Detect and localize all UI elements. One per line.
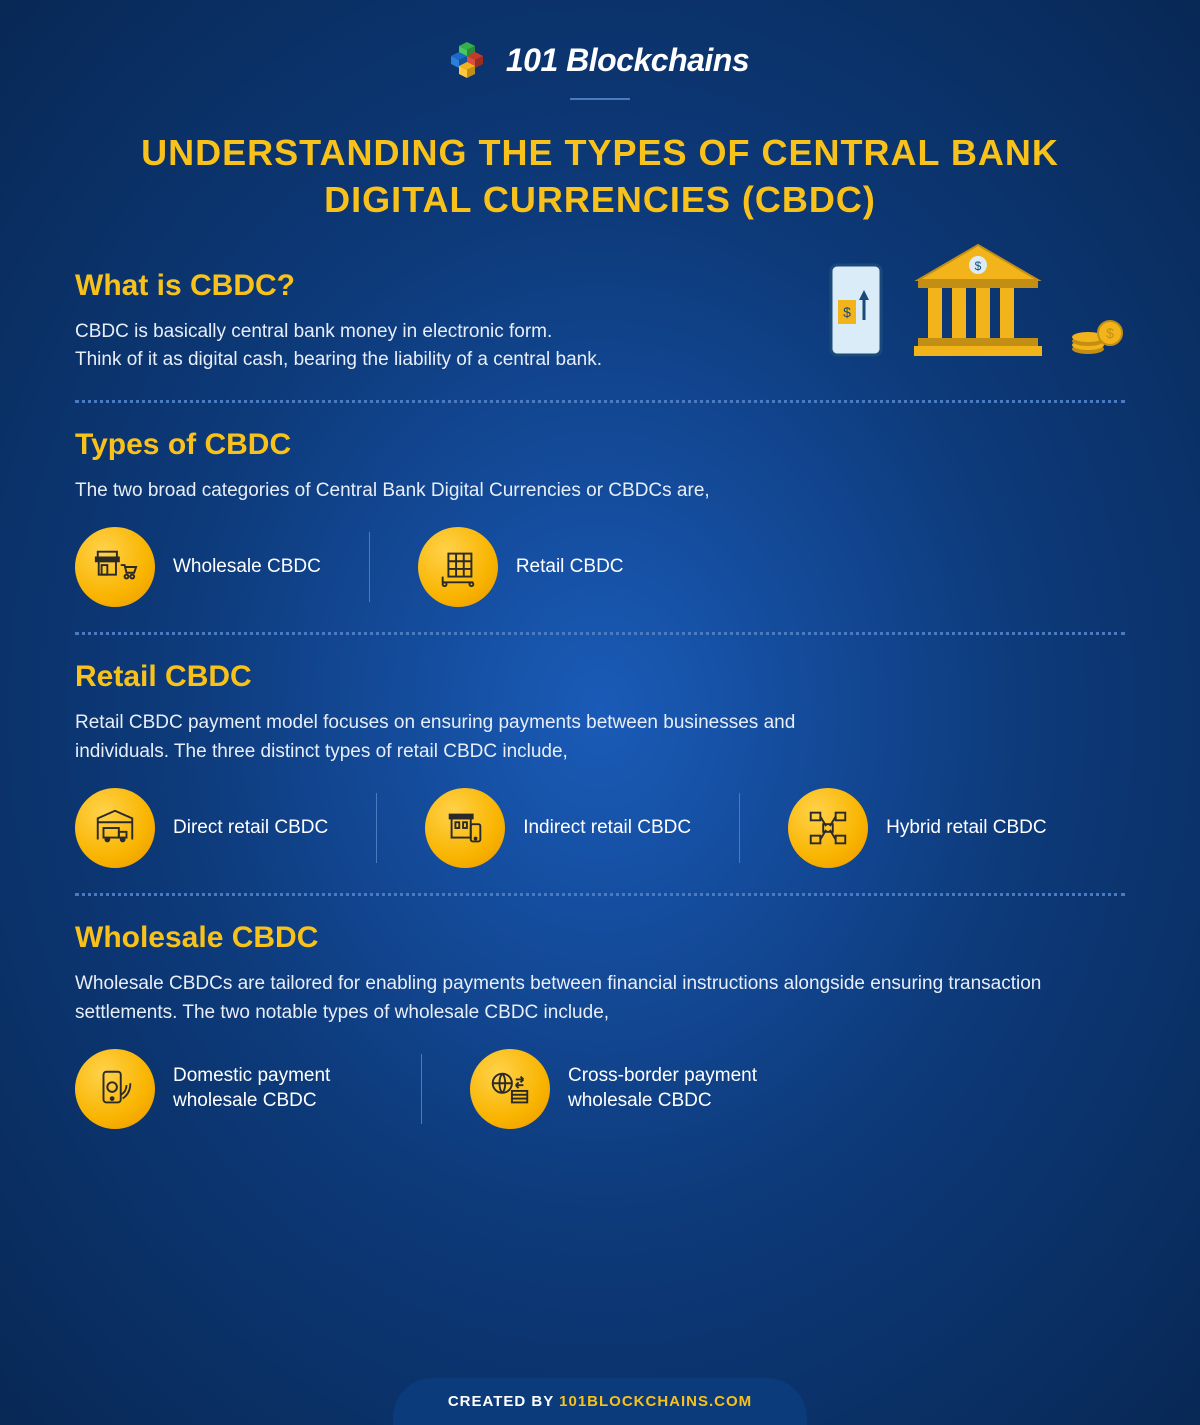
section-body-wholesale: Wholesale CBDCs are tailored for enablin…: [75, 970, 1075, 1027]
type-label: Wholesale CBDC: [173, 555, 321, 580]
item-divider: [369, 532, 370, 602]
footer-prefix: CREATED BY: [448, 1393, 559, 1410]
item-divider: [739, 793, 740, 863]
section-types: Types of CBDC The two broad categories o…: [75, 428, 1125, 608]
warehouse-shelf-icon: [418, 527, 498, 607]
bank-icon: $: [908, 240, 1048, 360]
svg-text:$: $: [975, 259, 982, 273]
divider: [75, 632, 1125, 635]
garage-truck-icon: [75, 788, 155, 868]
svg-text:$: $: [843, 304, 851, 320]
type-item: Retail CBDC: [418, 527, 624, 607]
section-heading-types: Types of CBDC: [75, 428, 1125, 462]
item-divider: [376, 793, 377, 863]
wholesale-item: Cross-border payment wholesale CBDC: [470, 1049, 768, 1129]
section-retail: Retail CBDC Retail CBDC payment model fo…: [75, 660, 1125, 868]
section-body-retail: Retail CBDC payment model focuses on ens…: [75, 709, 835, 766]
footer-site: 101BLOCKCHAINS.COM: [559, 1393, 752, 1410]
section-body-what-1: CBDC is basically central bank money in …: [75, 318, 875, 347]
section-wholesale: Wholesale CBDC Wholesale CBDCs are tailo…: [75, 921, 1125, 1129]
section-body-types: The two broad categories of Central Bank…: [75, 477, 875, 506]
retail-item: Direct retail CBDC: [75, 788, 328, 868]
retail-label: Hybrid retail CBDC: [886, 816, 1046, 841]
divider: [75, 893, 1125, 896]
wholesale-item: Domestic payment wholesale CBDC: [75, 1049, 373, 1129]
retail-items: Direct retail CBDC Indirect retail CBDC: [75, 788, 1125, 868]
network-nodes-icon: [788, 788, 868, 868]
brand-logo: 101 Blockchains: [75, 40, 1125, 80]
wholesale-label: Domestic payment wholesale CBDC: [173, 1064, 373, 1113]
svg-text:$: $: [1106, 325, 1114, 341]
storefront-cart-icon: [75, 527, 155, 607]
page-title: UNDERSTANDING THE TYPES OF CENTRAL BANK …: [75, 130, 1125, 224]
retail-item: Indirect retail CBDC: [425, 788, 691, 868]
wholesale-items: Domestic payment wholesale CBDC Cross-bo…: [75, 1049, 1125, 1129]
divider: [75, 400, 1125, 403]
logo-cubes-icon: [451, 40, 491, 80]
phone-tap-icon: [75, 1049, 155, 1129]
globe-arrows-icon: [470, 1049, 550, 1129]
types-items: Wholesale CBDC Retail CBDC: [75, 527, 1125, 607]
item-divider: [421, 1054, 422, 1124]
retail-item: Hybrid retail CBDC: [788, 788, 1046, 868]
footer-credit: CREATED BY 101BLOCKCHAINS.COM: [393, 1378, 807, 1425]
hero-illustration: $ $ $: [826, 240, 1125, 360]
phone-icon: $: [826, 260, 886, 360]
section-heading-wholesale: Wholesale CBDC: [75, 921, 1125, 955]
type-item: Wholesale CBDC: [75, 527, 321, 607]
section-heading-retail: Retail CBDC: [75, 660, 1125, 694]
wholesale-label: Cross-border payment wholesale CBDC: [568, 1064, 768, 1113]
retail-label: Indirect retail CBDC: [523, 816, 691, 841]
header-divider: [570, 98, 630, 100]
brand-name: 101 Blockchains: [506, 42, 749, 79]
coins-icon: $: [1070, 305, 1125, 360]
store-phone-icon: [425, 788, 505, 868]
section-body-what-2: Think of it as digital cash, bearing the…: [75, 346, 875, 375]
type-label: Retail CBDC: [516, 555, 624, 580]
retail-label: Direct retail CBDC: [173, 816, 328, 841]
